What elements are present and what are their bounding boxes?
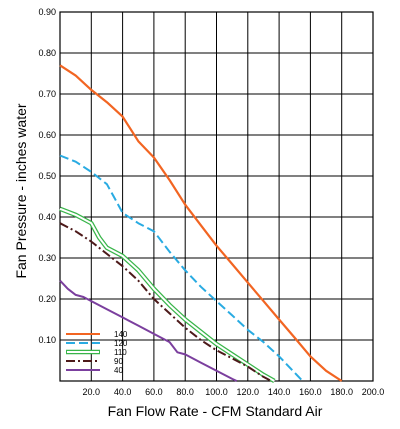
legend-label-110: 110 [114, 348, 127, 357]
legend-label-120: 120 [114, 339, 128, 348]
x-tick-label: 20.0 [83, 387, 101, 397]
x-tick-label: 40.0 [114, 387, 132, 397]
x-tick-label: 200.0 [362, 387, 385, 397]
x-tick-label: 140.0 [268, 387, 291, 397]
series-line-140 [59, 64, 343, 382]
y-tick-label: 0.40 [38, 212, 56, 222]
y-tick-label: 0.70 [38, 89, 56, 99]
x-tick-label: 60.0 [145, 387, 163, 397]
series-line-40 [59, 279, 238, 382]
y-tick-label: 0.90 [38, 7, 56, 17]
series-line-90 [59, 222, 272, 382]
y-tick-label: 0.30 [38, 253, 56, 263]
x-tick-label: 120.0 [237, 387, 260, 397]
y-tick-label: 0.20 [38, 294, 56, 304]
series-line-110 [59, 206, 276, 383]
y-tick-label: 0.50 [38, 171, 56, 181]
x-tick-label: 160.0 [299, 387, 322, 397]
y-tick-label: 0.60 [38, 130, 56, 140]
y-tick-label: 0.10 [38, 335, 56, 345]
x-tick-label: 80.0 [176, 387, 194, 397]
x-axis-title: Fan Flow Rate - CFM Standard Air [108, 403, 323, 419]
legend-label-40: 40 [114, 366, 123, 375]
series-line-120 [59, 154, 304, 382]
legend-label-90: 90 [114, 357, 123, 366]
y-axis-title: Fan Pressure - inches water [13, 103, 29, 278]
x-tick-label: 180.0 [330, 387, 353, 397]
y-tick-label: 0.80 [38, 48, 56, 58]
grid [59, 11, 374, 382]
x-tick-label: 100.0 [205, 387, 228, 397]
plot-frame [59, 11, 374, 382]
series-line-110-inner [59, 207, 275, 382]
legend-label-140: 140 [114, 330, 128, 339]
